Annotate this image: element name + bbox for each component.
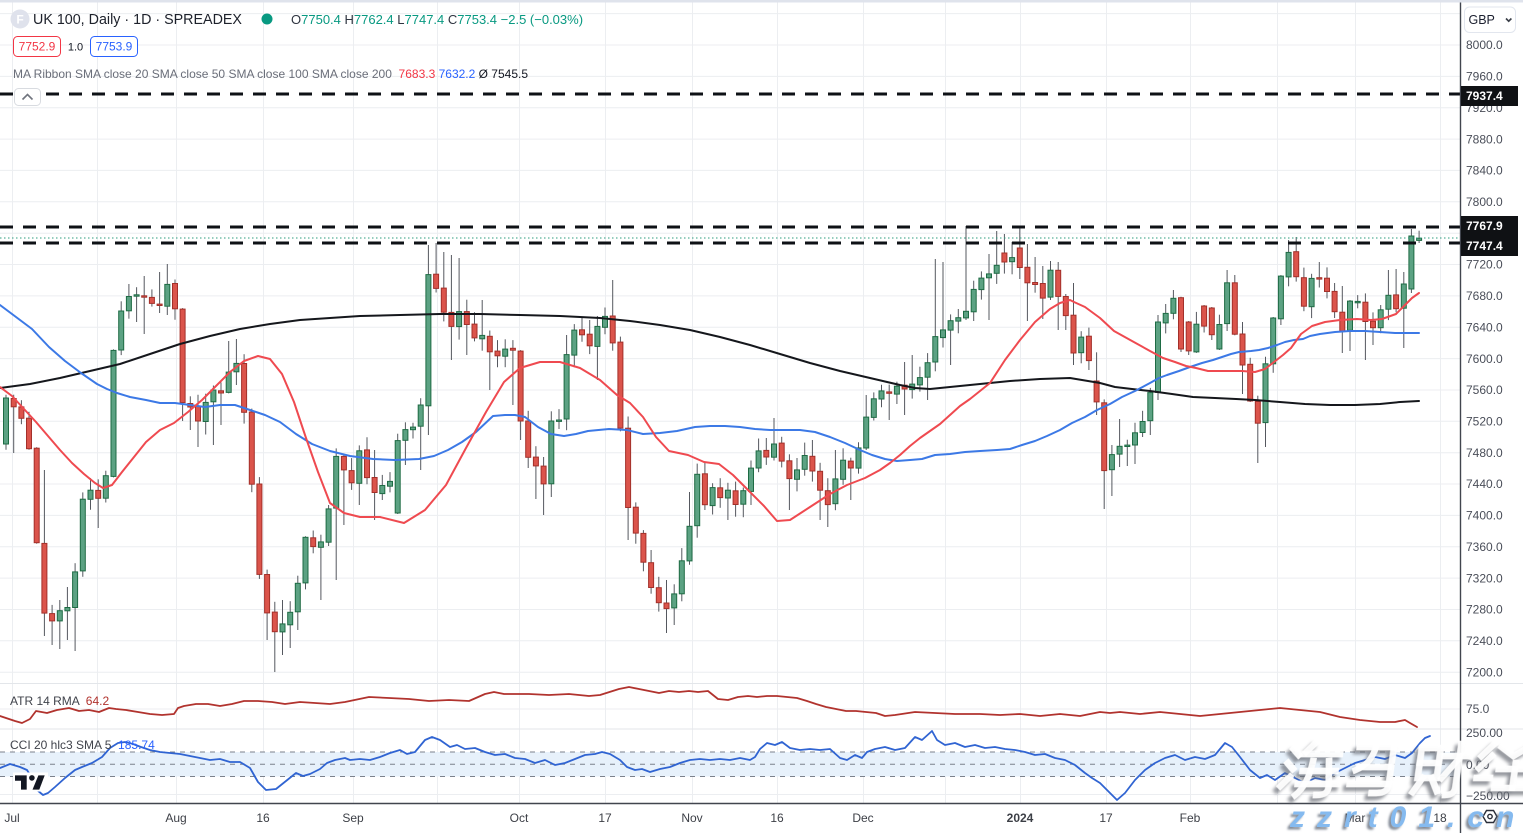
svg-text:UK 100, Daily · 1D · SPREADEX: UK 100, Daily · 1D · SPREADEX — [33, 12, 242, 28]
svg-text:ATR 14 RMA 64.2: ATR 14 RMA 64.2 — [10, 694, 109, 708]
svg-text:7747.4: 7747.4 — [1466, 239, 1503, 253]
svg-text:18: 18 — [1433, 811, 1447, 825]
svg-text:16: 16 — [770, 811, 784, 825]
svg-text:7937.4: 7937.4 — [1466, 89, 1503, 103]
svg-text:Nov: Nov — [681, 811, 702, 825]
svg-text:GBP: GBP — [1469, 13, 1495, 27]
svg-text:F: F — [16, 13, 23, 27]
svg-text:Dec: Dec — [852, 811, 873, 825]
svg-text:Aug: Aug — [165, 811, 186, 825]
svg-text:7480.0: 7480.0 — [1466, 446, 1503, 460]
svg-text:7600.0: 7600.0 — [1466, 352, 1503, 366]
svg-text:2024: 2024 — [1007, 811, 1034, 825]
svg-text:7840.0: 7840.0 — [1466, 164, 1503, 178]
svg-text:CCI 20 hlc3 SMA 5 185.74: CCI 20 hlc3 SMA 5 185.74 — [10, 738, 155, 752]
svg-text:7360.0: 7360.0 — [1466, 540, 1503, 554]
svg-text:250.00: 250.00 — [1466, 726, 1503, 740]
svg-text:7440.0: 7440.0 — [1466, 477, 1503, 491]
svg-text:7680.0: 7680.0 — [1466, 289, 1503, 303]
svg-text:7753.9: 7753.9 — [96, 40, 133, 54]
svg-text:7800.0: 7800.0 — [1466, 195, 1503, 209]
svg-text:7880.0: 7880.0 — [1466, 132, 1503, 146]
svg-text:MA Ribbon SMA close 20 SMA clo: MA Ribbon SMA close 20 SMA close 50 SMA … — [13, 67, 528, 81]
svg-text:Oct: Oct — [510, 811, 529, 825]
svg-text:17: 17 — [598, 811, 612, 825]
svg-text:8000.0: 8000.0 — [1466, 38, 1503, 52]
svg-text:Mar: Mar — [1345, 811, 1366, 825]
svg-text:7240.0: 7240.0 — [1466, 634, 1503, 648]
svg-text:7320.0: 7320.0 — [1466, 571, 1503, 585]
svg-text:7200.0: 7200.0 — [1466, 665, 1503, 679]
svg-text:7767.9: 7767.9 — [1466, 219, 1503, 233]
svg-text:O7750.4 H7762.4 L7747.4 C7753.: O7750.4 H7762.4 L7747.4 C7753.4 −2.5 (−0… — [291, 12, 583, 27]
svg-text:Sep: Sep — [342, 811, 364, 825]
svg-text:1.0: 1.0 — [68, 42, 83, 54]
svg-text:zzrt01.cn: zzrt01.cn — [1289, 801, 1523, 833]
svg-text:16: 16 — [256, 811, 270, 825]
svg-text:−250.00: −250.00 — [1466, 789, 1510, 803]
svg-text:7960.0: 7960.0 — [1466, 70, 1503, 84]
svg-text:17: 17 — [1099, 811, 1113, 825]
svg-text:7720.0: 7720.0 — [1466, 258, 1503, 272]
svg-text:7640.0: 7640.0 — [1466, 320, 1503, 334]
svg-text:75.0: 75.0 — [1466, 702, 1490, 716]
svg-text:7400.0: 7400.0 — [1466, 509, 1503, 523]
svg-text:Feb: Feb — [1180, 811, 1201, 825]
svg-text:7752.9: 7752.9 — [19, 40, 56, 54]
svg-text:7280.0: 7280.0 — [1466, 603, 1503, 617]
svg-text:Jul: Jul — [4, 811, 19, 825]
svg-text:7560.0: 7560.0 — [1466, 383, 1503, 397]
svg-text:7520.0: 7520.0 — [1466, 415, 1503, 429]
